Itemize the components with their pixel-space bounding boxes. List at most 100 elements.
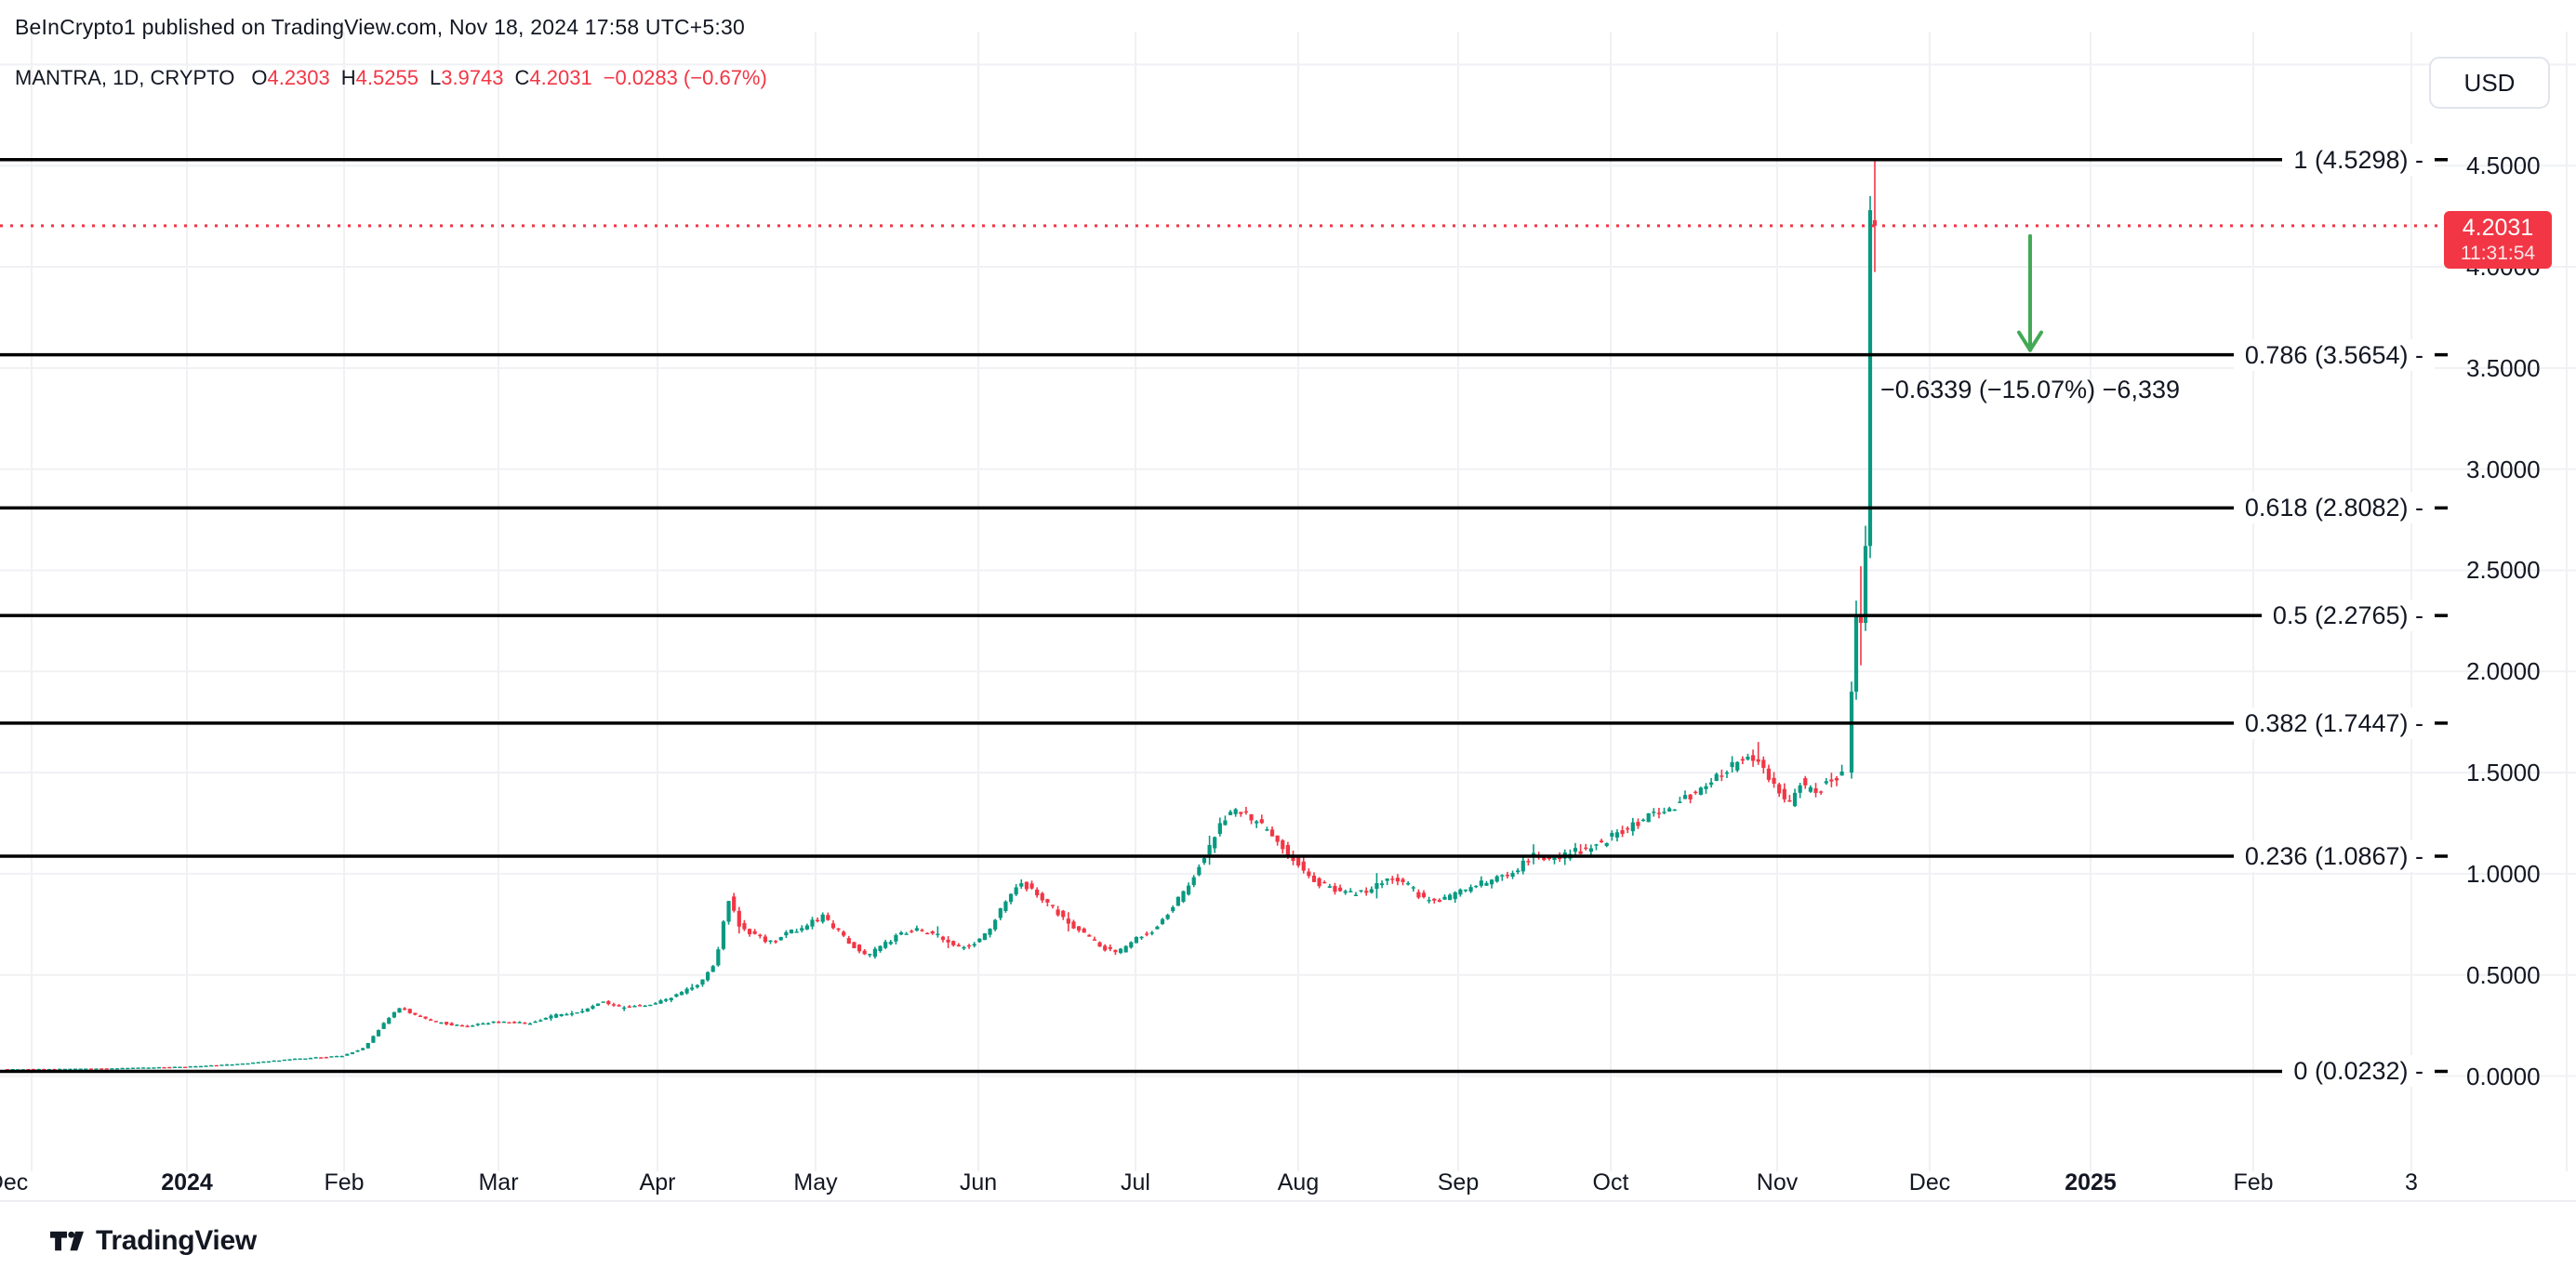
candle-body — [966, 944, 972, 947]
candle-body — [94, 1068, 99, 1070]
candle-body — [68, 1068, 73, 1071]
candle-body — [1803, 778, 1808, 786]
candle-body — [1636, 822, 1640, 826]
candle-body — [1269, 829, 1275, 837]
time-tick-label: Mar — [478, 1169, 519, 1195]
candle-body — [1468, 887, 1473, 892]
currency-toggle-button[interactable]: USD — [2429, 57, 2550, 109]
candle-body — [162, 1066, 166, 1069]
candle-body — [778, 937, 783, 941]
candle-body — [543, 1017, 548, 1020]
symbol-name: MANTRA, 1D, CRYPTO — [15, 66, 235, 89]
candle-body — [1014, 887, 1018, 895]
candle-body — [433, 1021, 438, 1023]
candle-body — [591, 1006, 595, 1010]
ohlc-open: O4.2303 — [251, 66, 330, 89]
candle-body — [36, 1068, 41, 1071]
candle-body — [172, 1066, 177, 1068]
candle-body — [1824, 781, 1828, 784]
candle-body — [214, 1064, 219, 1067]
candle-body — [1792, 792, 1798, 807]
candle-body — [293, 1058, 298, 1061]
candle-body — [423, 1016, 428, 1019]
candle-body — [471, 1025, 475, 1027]
candle-body — [1213, 837, 1217, 849]
candle-body — [1139, 936, 1144, 939]
candle-body — [73, 1068, 78, 1070]
candle-body — [1353, 894, 1359, 896]
candle-body — [914, 928, 919, 931]
candle-body — [1698, 787, 1703, 795]
candle-body — [1343, 891, 1348, 893]
candle-body — [1853, 614, 1859, 693]
candle-body — [998, 908, 1003, 918]
candle-body — [1437, 900, 1441, 903]
candle-body — [1614, 832, 1620, 838]
candle-body — [1035, 889, 1040, 896]
candle-body — [219, 1064, 224, 1066]
candle-body — [1145, 933, 1149, 935]
candle-body — [1056, 909, 1060, 916]
candle-body — [648, 1004, 653, 1007]
candle-body — [1275, 835, 1280, 842]
candle-body — [888, 942, 893, 944]
candle-body — [658, 1000, 663, 1004]
candle-body — [403, 1008, 407, 1010]
candle-body — [1463, 889, 1468, 892]
candle-body — [1573, 848, 1578, 852]
candle-body — [1097, 942, 1102, 947]
candle-body — [1458, 889, 1463, 895]
candle-body — [894, 934, 898, 942]
candle-body — [1500, 875, 1505, 877]
candle-body — [1003, 901, 1008, 911]
candle-body — [418, 1015, 423, 1017]
candle-body — [1223, 820, 1228, 826]
candle-body — [1630, 822, 1635, 832]
fib-level-label: 0.236 (1.0867) - — [2233, 840, 2435, 872]
time-tick-label: Jun — [959, 1169, 998, 1195]
candle-body — [1516, 870, 1520, 873]
candle-body — [904, 933, 909, 935]
time-tick-label: 2025 — [2065, 1169, 2117, 1195]
candle-body — [52, 1068, 57, 1071]
candle-body — [569, 1013, 575, 1015]
candle-body — [1867, 210, 1873, 547]
candle-body — [622, 1007, 627, 1010]
candle-body — [1390, 878, 1395, 880]
candle-body — [842, 931, 846, 936]
candle-body — [1688, 794, 1693, 799]
candle-body — [1709, 782, 1714, 786]
candle-body — [794, 931, 799, 933]
candle-body — [1526, 861, 1531, 863]
candle-body — [1740, 759, 1745, 761]
candle-body — [1291, 855, 1295, 862]
candle-body — [266, 1061, 272, 1063]
candle-body — [507, 1022, 511, 1024]
time-tick-label: Oct — [1592, 1169, 1629, 1195]
candle-body — [1510, 873, 1515, 877]
candle-body — [1750, 755, 1756, 761]
candle-body — [110, 1068, 114, 1070]
tradingview-logo-mark — [50, 1231, 84, 1251]
candle-body — [1834, 777, 1839, 781]
candle-body — [449, 1023, 454, 1026]
candle-body — [1134, 936, 1139, 944]
candle-body — [178, 1066, 182, 1068]
tradingview-logo[interactable]: TradingView — [50, 1225, 257, 1257]
candle-body — [1693, 791, 1698, 794]
candle-body — [1406, 883, 1411, 885]
candle-body — [721, 921, 726, 949]
candle-body — [1249, 813, 1254, 821]
candle-body — [324, 1057, 328, 1059]
candle-body — [130, 1067, 135, 1069]
candle-body — [141, 1067, 146, 1069]
current-price-value: 4.2031 — [2462, 215, 2534, 241]
candle-body — [940, 936, 946, 940]
symbol-legend[interactable]: MANTRA, 1D, CRYPTO O4.2303 H4.5255 L3.97… — [15, 66, 767, 90]
candle-body — [1087, 934, 1092, 937]
candle-body — [1600, 840, 1604, 843]
candle-body — [1819, 791, 1824, 793]
ohlc-low: L3.9743 — [429, 66, 504, 89]
